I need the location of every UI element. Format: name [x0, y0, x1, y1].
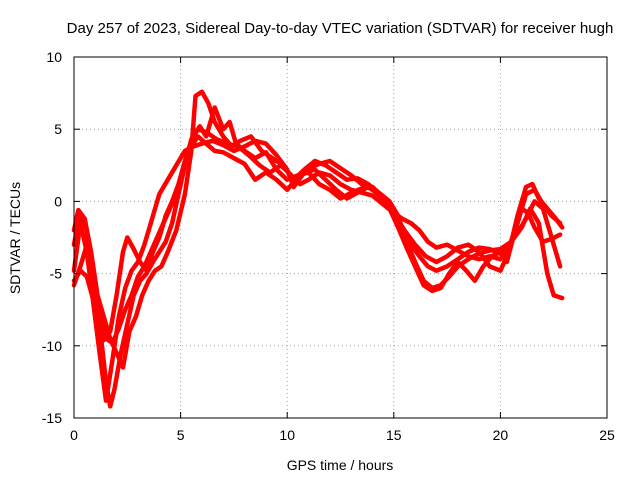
axis-ticks: 0 5 10 15 20 25 -15 -10 -5 0 5 10: [42, 49, 615, 443]
plot-frame: [73, 56, 608, 419]
y-axis-label: SDTVAR / TECUs: [7, 182, 23, 294]
data-traces: [71, 89, 565, 409]
y-tick-label: -10: [42, 338, 62, 354]
y-tick-label: 0: [54, 193, 62, 209]
series-track-4: [71, 89, 565, 370]
x-tick-label: 15: [386, 427, 402, 443]
chart-title: Day 257 of 2023, Sidereal Day-to-day VTE…: [67, 20, 614, 37]
x-tick-label: 5: [177, 427, 185, 443]
x-tick-label: 0: [70, 427, 78, 443]
x-tick-label: 25: [599, 427, 615, 443]
y-tick-label: -15: [42, 410, 62, 426]
y-tick-label: -5: [50, 266, 63, 282]
series-track-5: [71, 105, 565, 409]
y-tick-label: 10: [46, 49, 62, 65]
y-tick-label: 5: [54, 121, 62, 137]
x-axis-label: GPS time / hours: [287, 457, 394, 473]
x-tick-label: 10: [279, 427, 295, 443]
x-tick-label: 20: [493, 427, 509, 443]
grid-lines: [74, 57, 607, 418]
